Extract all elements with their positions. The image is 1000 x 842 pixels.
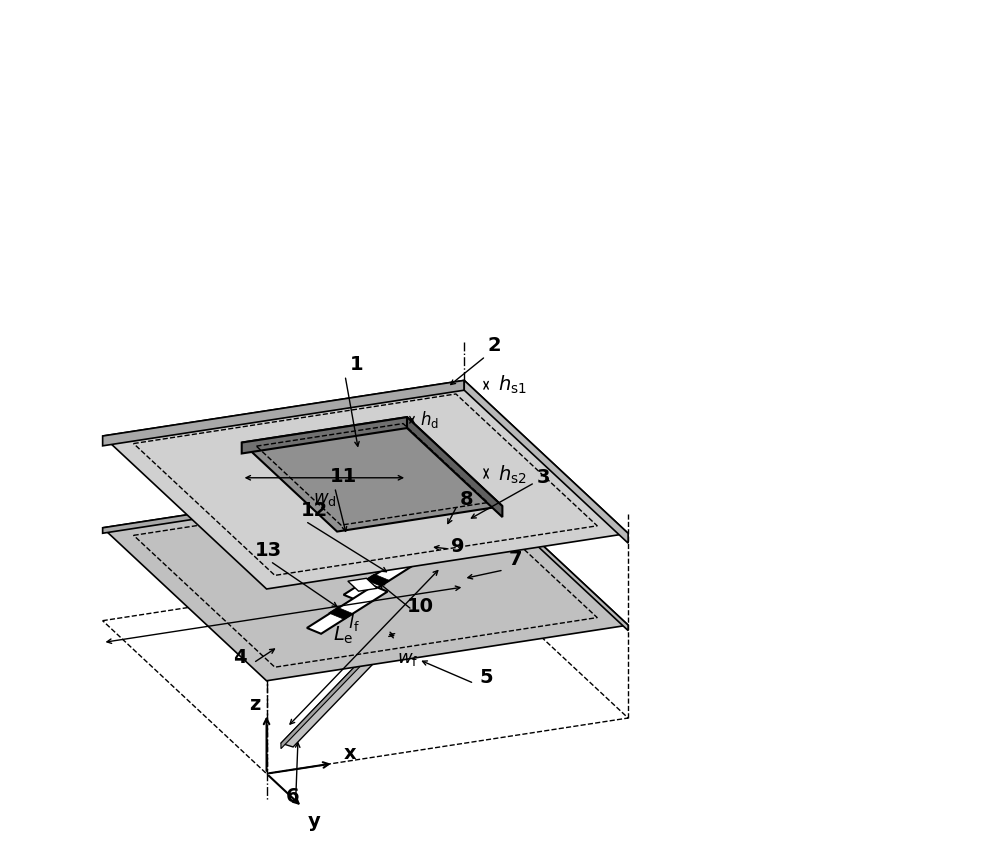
Polygon shape <box>103 381 464 445</box>
Text: 5: 5 <box>479 669 493 687</box>
Text: $L_{\mathsf{e}}$: $L_{\mathsf{e}}$ <box>333 625 353 646</box>
Text: 11: 11 <box>330 467 357 487</box>
Polygon shape <box>242 417 502 531</box>
Text: 2: 2 <box>488 336 501 355</box>
Polygon shape <box>281 584 447 747</box>
Polygon shape <box>464 472 628 631</box>
Polygon shape <box>242 417 407 454</box>
Polygon shape <box>348 578 377 591</box>
Text: $l_{\mathsf{f}}$: $l_{\mathsf{f}}$ <box>348 612 360 633</box>
Text: $w_{\mathsf{d}}$: $w_{\mathsf{d}}$ <box>313 490 336 508</box>
Polygon shape <box>464 381 628 543</box>
Polygon shape <box>365 574 390 586</box>
Text: 12: 12 <box>300 501 328 520</box>
Text: 13: 13 <box>255 541 282 560</box>
Polygon shape <box>103 472 464 533</box>
Polygon shape <box>402 541 426 553</box>
Polygon shape <box>281 584 435 749</box>
Polygon shape <box>103 472 628 681</box>
Text: 4: 4 <box>233 648 247 667</box>
Text: 1: 1 <box>350 355 364 375</box>
Polygon shape <box>307 586 387 634</box>
Text: y: y <box>307 812 320 831</box>
Text: 7: 7 <box>509 550 522 569</box>
Text: 6: 6 <box>286 787 299 807</box>
Text: x: x <box>344 744 356 764</box>
Text: $h_{\mathsf{d}}$: $h_{\mathsf{d}}$ <box>420 409 439 430</box>
Text: 8: 8 <box>459 490 473 509</box>
Text: 9: 9 <box>451 537 465 556</box>
Polygon shape <box>329 607 353 620</box>
Text: 3: 3 <box>537 467 550 487</box>
Polygon shape <box>407 417 502 517</box>
Text: 10: 10 <box>407 597 434 616</box>
Text: $w_{\mathsf{f}}$: $w_{\mathsf{f}}$ <box>397 650 418 668</box>
Text: z: z <box>249 695 260 713</box>
Polygon shape <box>344 552 424 600</box>
Polygon shape <box>103 381 628 589</box>
Polygon shape <box>380 520 461 568</box>
Text: $h_{\mathsf{s2}}$: $h_{\mathsf{s2}}$ <box>498 464 527 486</box>
Text: $h_{\mathsf{s1}}$: $h_{\mathsf{s1}}$ <box>498 374 527 397</box>
